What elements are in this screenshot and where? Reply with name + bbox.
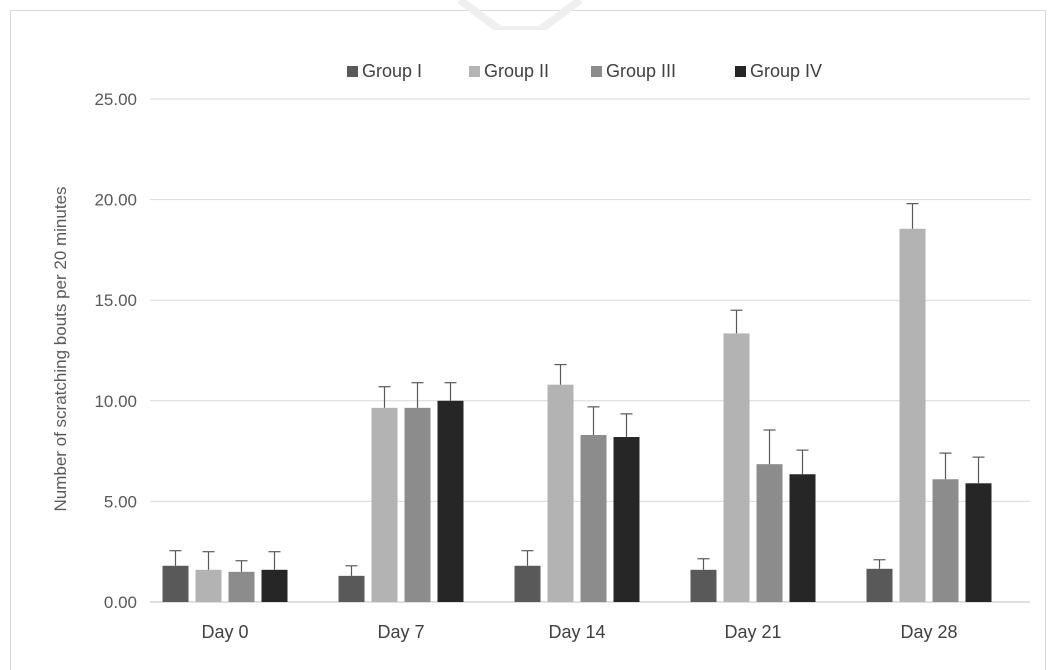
bar-group-iv-day-28 <box>965 483 992 602</box>
bar-group-i-day-0 <box>162 565 189 602</box>
legend-label: Group I <box>362 61 422 81</box>
y-tick-label: 15.00 <box>94 291 137 310</box>
watermark-shape <box>457 0 583 30</box>
bars <box>162 228 992 603</box>
x-tick-label: Day 21 <box>724 622 781 642</box>
bar-group-iv-day-21 <box>789 474 816 602</box>
bar-group-i-day-14 <box>514 565 541 602</box>
bar-group-iii-day-0 <box>228 571 255 602</box>
bar-group-iii-day-21 <box>756 464 783 602</box>
legend-label: Group III <box>606 61 676 81</box>
legend: Group I Group II Group III Group IV <box>347 61 822 81</box>
x-tick-label: Day 28 <box>900 622 957 642</box>
x-tick-label: Day 0 <box>201 622 248 642</box>
x-tick-label: Day 7 <box>377 622 424 642</box>
bar-group-iv-day-14 <box>613 437 640 602</box>
y-tick-label: 10.00 <box>94 392 137 411</box>
y-tick-label: 5.00 <box>104 492 137 511</box>
bar-group-ii-day-21 <box>723 333 750 602</box>
chart-frame <box>10 10 1046 670</box>
y-tick-label: 25.00 <box>94 90 137 109</box>
y-tick-label: 0.00 <box>104 593 137 612</box>
bar-group-ii-day-0 <box>195 569 222 602</box>
bar-group-iv-day-7 <box>437 400 464 602</box>
legend-swatch <box>347 66 358 77</box>
bar-group-iv-day-0 <box>261 569 288 602</box>
legend-label: Group IV <box>750 61 822 81</box>
x-tick-labels: Day 0 Day 7 Day 14 Day 21 Day 28 <box>201 622 957 642</box>
legend-label: Group II <box>484 61 549 81</box>
bar-group-iii-day-7 <box>404 407 431 602</box>
bar-group-i-day-21 <box>690 569 717 602</box>
bar-group-iii-day-28 <box>932 479 959 602</box>
error-bars <box>169 203 985 576</box>
y-tick-label: 20.00 <box>94 191 137 210</box>
bar-group-ii-day-7 <box>371 407 398 602</box>
x-tick-label: Day 14 <box>548 622 605 642</box>
y-tick-labels: 0.00 5.00 10.00 15.00 20.00 25.00 <box>94 90 137 612</box>
legend-swatch <box>735 66 746 77</box>
bar-group-iii-day-14 <box>580 435 607 602</box>
legend-swatch <box>469 66 480 77</box>
bar-group-i-day-7 <box>338 575 365 602</box>
bar-group-i-day-28 <box>866 568 893 602</box>
bar-group-ii-day-28 <box>899 228 926 603</box>
y-axis-label: Number of scratching bouts per 20 minute… <box>51 186 70 511</box>
bar-group-ii-day-14 <box>547 384 574 602</box>
legend-swatch <box>591 66 602 77</box>
